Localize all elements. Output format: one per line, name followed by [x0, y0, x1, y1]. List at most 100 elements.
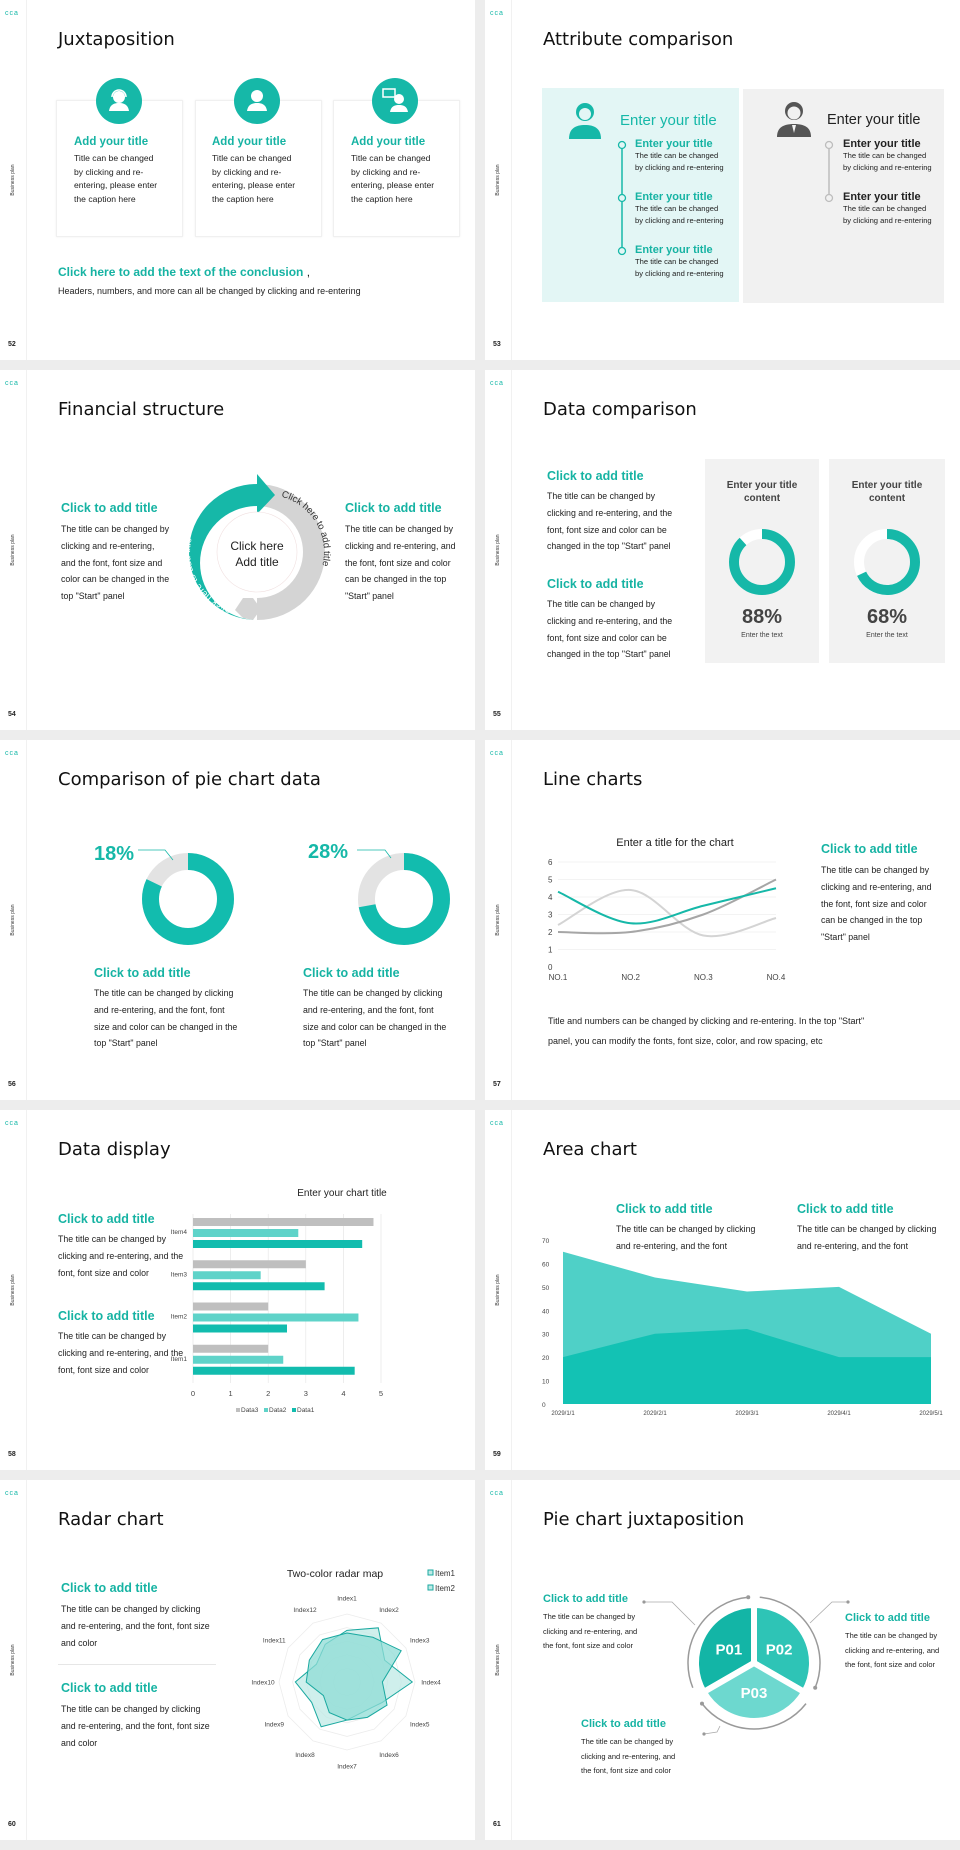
y-tick-label: 20 — [542, 1355, 550, 1362]
radar-chart: Two-color radar map Index1 Index2 Index3 In… — [251, 1568, 456, 1771]
leader-line — [703, 1725, 721, 1735]
legend-swatch — [427, 1584, 434, 1591]
page-number: 55 — [493, 711, 501, 718]
page-number: 57 — [493, 1081, 501, 1088]
bar-data3-item1 — [193, 1344, 269, 1353]
slide-53[interactable]: cca Business plan 53 Attribute comparison … — [485, 0, 960, 360]
y-tick-label: 30 — [542, 1332, 550, 1339]
slide-title: Attribute comparison — [543, 29, 734, 50]
person-icon — [234, 78, 280, 124]
slide-sidebar: cca Business plan 61 — [485, 1480, 512, 1840]
x-tick-label: 2 — [266, 1389, 270, 1398]
arrow-head — [813, 1685, 818, 1690]
y-tick-label: 5 — [548, 876, 553, 885]
text-block-body: The title can be changed by clicking and … — [61, 1704, 210, 1748]
legend-swatch — [236, 1408, 240, 1412]
line-chart: Enter a title for the chart 0 1 2 3 4 5 6 NO.1 N… — [548, 837, 786, 982]
x-tick-label: NO.1 — [549, 973, 568, 982]
x-tick-label: 2029/1/1 — [551, 1411, 575, 1417]
slide-sidebar: cca Business plan 58 — [0, 1110, 27, 1470]
arrow-head — [746, 1595, 751, 1600]
bar-data3-item2 — [193, 1302, 269, 1311]
bar-data1-item1 — [193, 1366, 355, 1375]
legend-label: Item2 — [435, 1584, 456, 1593]
slide-56[interactable]: cca Business plan 56 Comparison of pie cha… — [0, 740, 475, 1100]
slide-title: Juxtaposition — [58, 29, 175, 50]
bar-data3-item4 — [193, 1218, 374, 1226]
text-block-body: The title can be changed by clicking and … — [61, 524, 170, 602]
bar-data3-item3 — [193, 1260, 306, 1269]
side-label: Business plan — [10, 164, 16, 196]
y-tick-label: 40 — [542, 1308, 550, 1315]
person-chat-icon — [372, 78, 418, 124]
axis-label: Index5 — [410, 1722, 430, 1729]
page-number: 53 — [493, 341, 501, 348]
timeline-item: Enter your title The title can be changed… — [635, 244, 724, 278]
text-block-title: Click to add title — [547, 469, 644, 483]
percent-value: 88% — [741, 606, 783, 628]
footer-text: Title and numbers can be changed by clic… — [548, 1016, 865, 1046]
logo: cca — [5, 10, 19, 17]
caption: Enter the text — [866, 632, 908, 639]
chart-title: Two-color radar map — [287, 1568, 383, 1580]
axis-label: Index3 — [410, 1638, 430, 1645]
leader-line — [357, 849, 392, 859]
progress-donut — [729, 529, 795, 595]
slide-sidebar: cca Business plan 53 — [485, 0, 512, 360]
text-block-body: The title can be changed by clicking and … — [543, 1612, 638, 1650]
slide-title: Data comparison — [543, 399, 697, 420]
conclusion-title: Click here to add the text of the conclu… — [58, 265, 311, 279]
card-title: Add your title — [351, 136, 426, 148]
text-block-body: The title can be changed by clicking and … — [58, 1234, 184, 1278]
cycle-arrow-arc — [687, 1596, 749, 1689]
y-tick-label: 4 — [548, 893, 553, 902]
text-block-title: Click to add title — [94, 966, 191, 980]
left-timeline — [617, 140, 627, 256]
chart-title: Enter a title for the chart — [616, 837, 733, 849]
slide-54[interactable]: cca Business plan 54 Financial structure C… — [0, 370, 475, 730]
slide-59[interactable]: cca Business plan 59 Area chart 0 10 20 30 40 5… — [485, 1110, 960, 1470]
y-tick-label: 1 — [548, 946, 553, 955]
side-label: Business plan — [495, 534, 501, 566]
axis-label: Index11 — [263, 1638, 286, 1645]
slide-55[interactable]: cca Business plan 55 Data comparison Click… — [485, 370, 960, 730]
percent-label: 18% — [94, 843, 135, 865]
slide-57[interactable]: cca Business plan 57 Line charts Enter a t… — [485, 740, 960, 1100]
y-category-label: Item3 — [171, 1271, 188, 1278]
slide-sidebar: cca Business plan 57 — [485, 740, 512, 1100]
text-block-body: The title can be changed by clicking and … — [797, 1224, 937, 1251]
slide-58[interactable]: cca Business plan 58 Data display Click to… — [0, 1110, 475, 1470]
axis-label: Index12 — [293, 1607, 317, 1614]
page-number: 61 — [493, 1821, 501, 1828]
x-tick-label: 5 — [379, 1389, 383, 1398]
segmented-pie: P01 P02 P03 — [642, 1595, 850, 1736]
text-block-title: Click to add title — [61, 1681, 158, 1695]
text-block-title: Click to add title — [797, 1202, 894, 1216]
y-tick-label: 60 — [542, 1261, 550, 1268]
divider — [58, 1664, 216, 1665]
page-number: 60 — [8, 1821, 16, 1828]
y-tick-label: 3 — [548, 911, 553, 920]
x-tick-label: 4 — [341, 1389, 345, 1398]
card-body: Title can be changed by clicking and re-e… — [351, 153, 435, 204]
text-block-title: Click to add title — [61, 501, 158, 515]
slide-52[interactable]: cca Business plan 52 Juxtaposition Add you… — [0, 0, 475, 360]
slide-60[interactable]: cca Business plan 60 Radar chart Click to … — [0, 1480, 475, 1840]
page-number: 54 — [8, 711, 16, 718]
axis-label: Index9 — [264, 1722, 284, 1729]
text-block-body: The title can be changed by clicking and … — [821, 865, 932, 943]
text-block-body: The title can be changed by clicking and … — [845, 1631, 940, 1669]
slide-title: Area chart — [543, 1139, 637, 1160]
y-tick-label: 70 — [542, 1238, 550, 1245]
slide-title: Financial structure — [58, 399, 225, 420]
logo: cca — [5, 1120, 19, 1127]
segment-label: P02 — [766, 1642, 793, 1659]
leader-line — [809, 1601, 848, 1624]
slide-61[interactable]: cca Business plan 61 Pie chart juxtapositi… — [485, 1480, 960, 1840]
timeline-item: Enter your title The title can be changed… — [843, 191, 932, 225]
logo: cca — [490, 750, 504, 757]
logo: cca — [5, 750, 19, 757]
percent-value: 68% — [866, 606, 908, 628]
y-tick-label: 50 — [542, 1285, 550, 1292]
slide-title: Comparison of pie chart data — [58, 769, 321, 790]
